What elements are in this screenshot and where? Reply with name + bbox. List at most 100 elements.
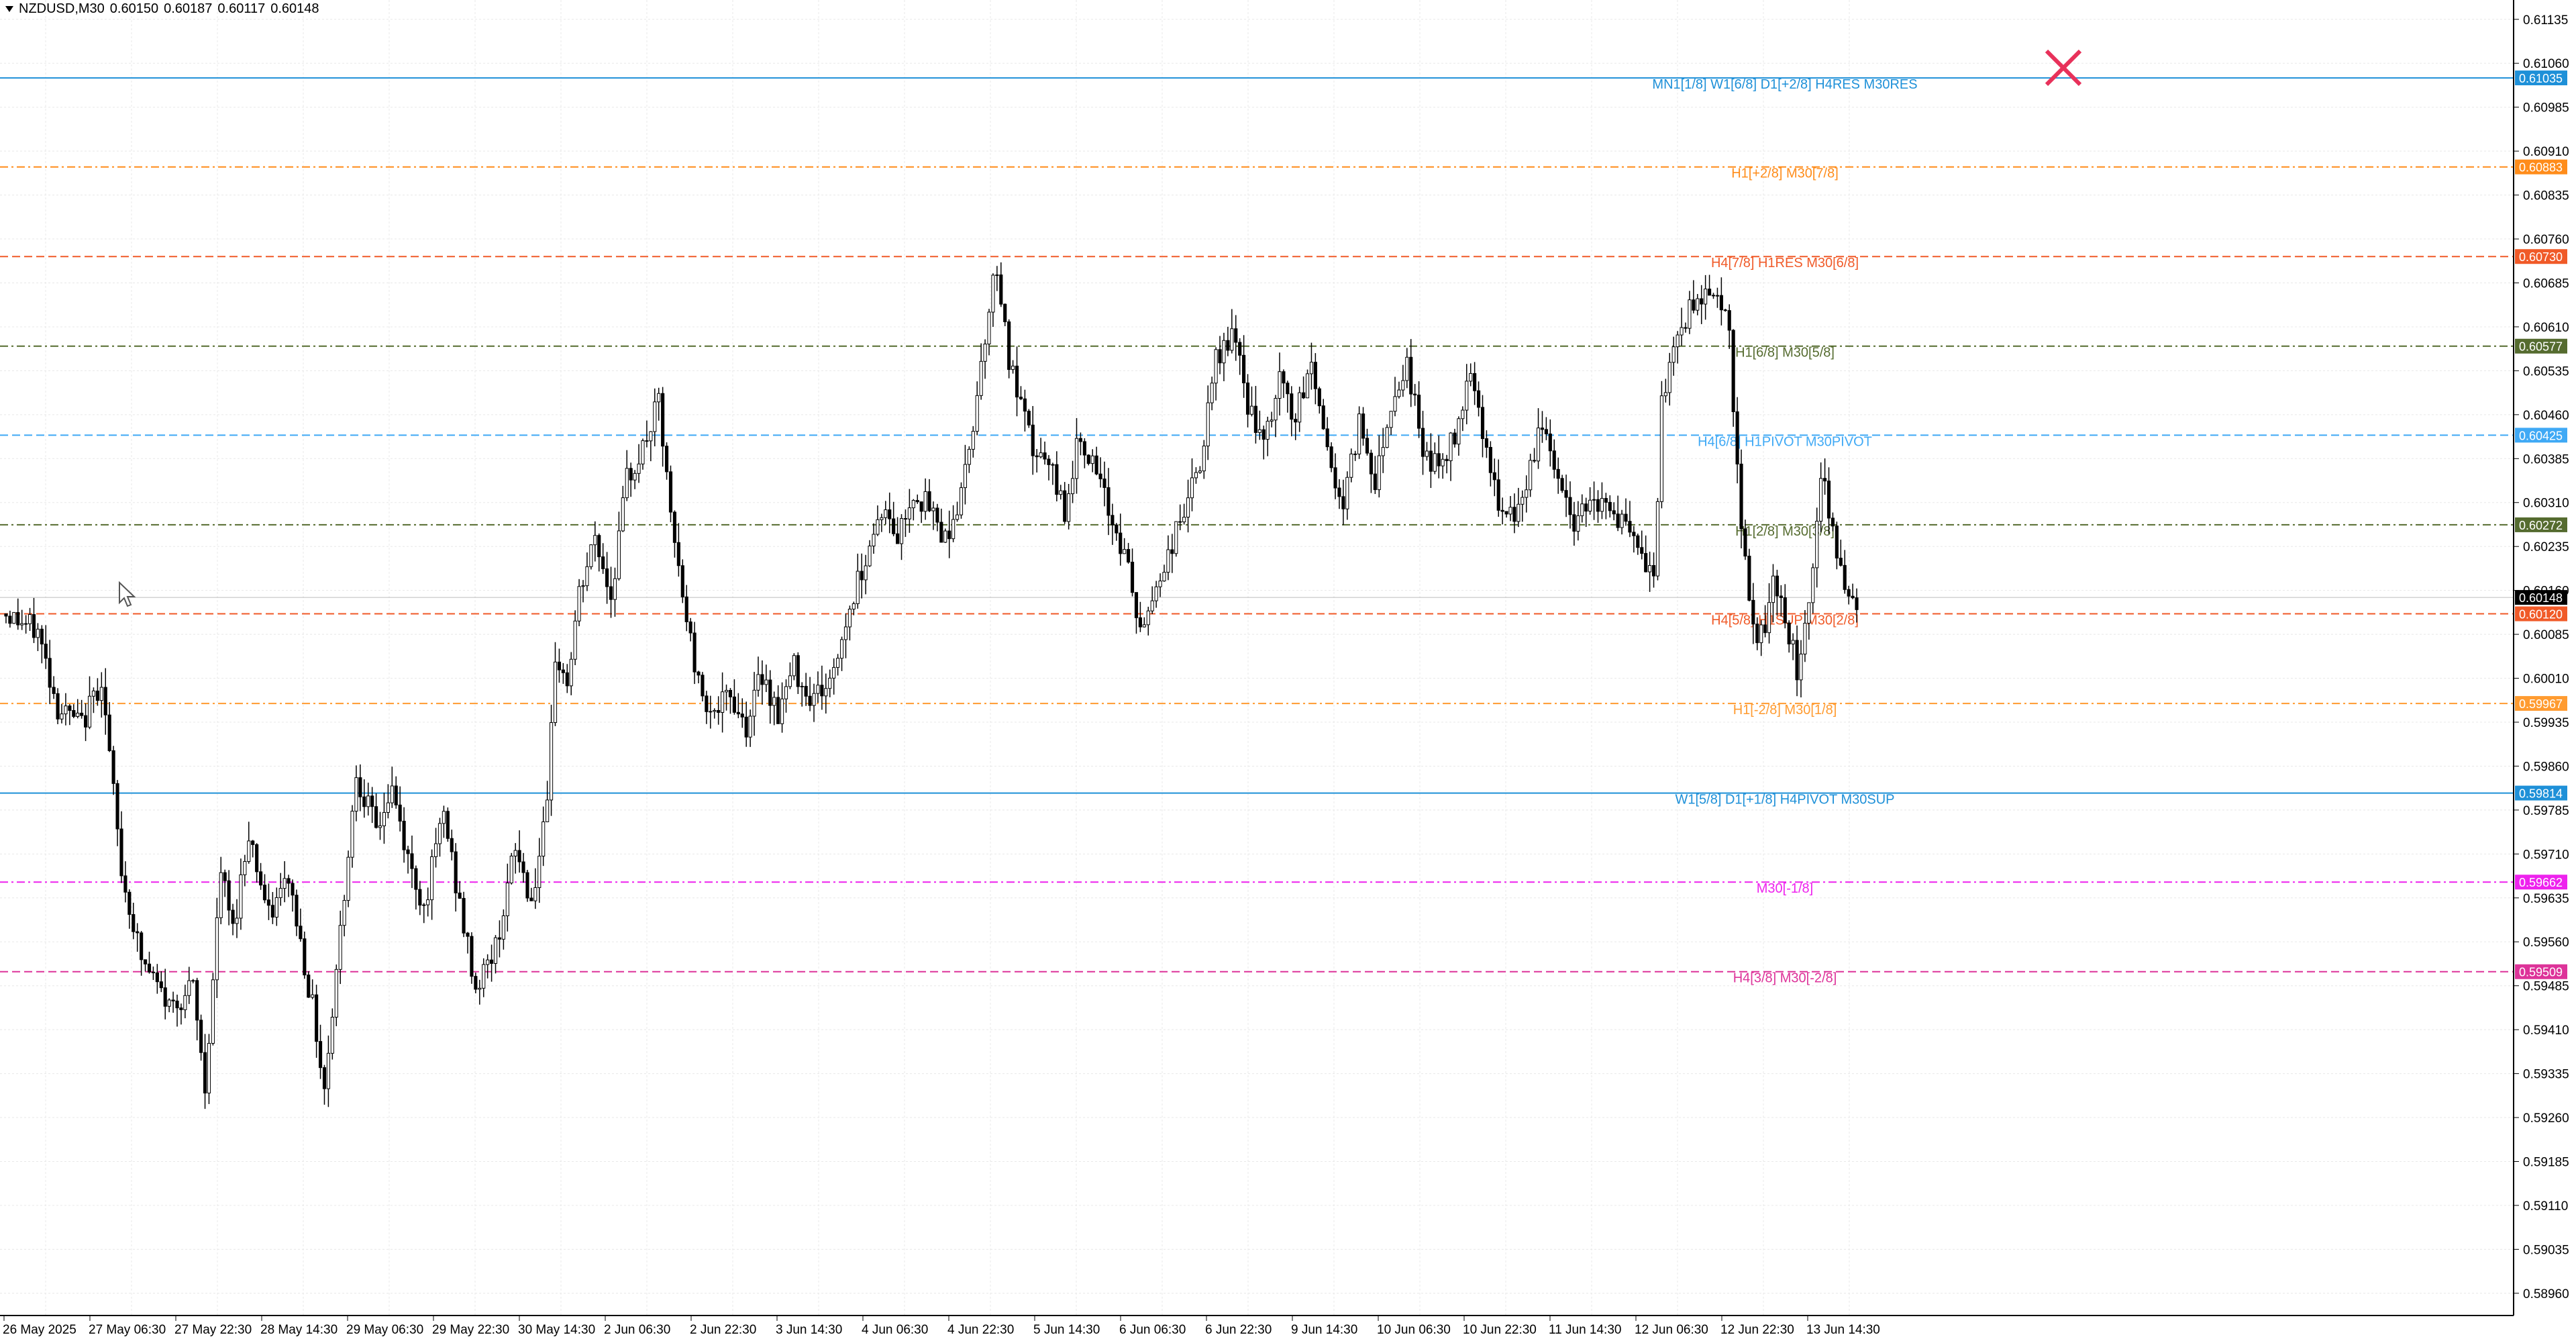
candle-body — [824, 688, 828, 697]
candle-body — [322, 1067, 327, 1089]
y-tick-label: 0.59035 — [2523, 1243, 2569, 1257]
candle-body — [1469, 373, 1473, 382]
candle-body — [1441, 458, 1445, 466]
candle-body — [736, 711, 740, 715]
close-icon[interactable] — [2044, 48, 2083, 87]
candle-body — [1082, 441, 1086, 456]
y-tick-label: 0.61060 — [2523, 57, 2569, 71]
candle-body — [1257, 429, 1261, 433]
candle-body — [223, 872, 227, 881]
candle-body — [1325, 428, 1329, 448]
candle-body — [84, 715, 88, 728]
level-price-label: 0.60272 — [2519, 519, 2563, 532]
candle-body — [872, 534, 876, 546]
candle-body — [688, 621, 692, 634]
candle-body — [1831, 517, 1835, 527]
candle-body — [143, 959, 148, 964]
candle-body — [1548, 433, 1552, 452]
candle-body — [1636, 535, 1640, 548]
candle-body — [1421, 428, 1425, 457]
level-label: H1[+2/8] M30[7/8] — [1731, 166, 1839, 181]
candle-body — [1651, 564, 1656, 577]
candle-body — [804, 685, 808, 697]
candle-body — [1035, 455, 1039, 458]
candle-body — [1123, 549, 1127, 554]
candle-body — [569, 658, 573, 687]
candle-body — [1146, 610, 1150, 626]
candle-body — [864, 565, 868, 581]
candle-body — [911, 500, 915, 509]
candle-body — [876, 519, 880, 535]
candle-body — [772, 697, 776, 706]
candle-body — [1433, 453, 1437, 472]
candle-body — [931, 507, 935, 511]
x-tick-label: 6 Jun 06:30 — [1119, 1323, 1186, 1337]
level-price-box — [2515, 875, 2567, 890]
candle-body — [593, 535, 597, 546]
y-tick-label: 0.59335 — [2523, 1068, 2569, 1082]
candle-body — [709, 711, 713, 713]
level-price-label: 0.59509 — [2519, 966, 2563, 979]
candle-body — [613, 578, 617, 600]
level-price-label: 0.60425 — [2519, 429, 2563, 442]
candle-body — [1835, 526, 1839, 558]
candle-body — [1826, 481, 1831, 519]
candle-body — [270, 905, 274, 918]
candle-body — [701, 675, 705, 697]
candle-body — [625, 468, 629, 499]
candle-body — [935, 507, 939, 523]
candle-body — [151, 971, 156, 973]
y-tick-label: 0.59710 — [2523, 848, 2569, 862]
candle-body — [1206, 402, 1210, 446]
candle-body — [1134, 592, 1139, 618]
close-value: 0.60148 — [270, 1, 319, 16]
triangle-down-icon[interactable] — [5, 6, 13, 13]
y-tick-label: 0.60910 — [2523, 145, 2569, 159]
candle-body — [1190, 477, 1194, 499]
candle-body — [1739, 463, 1743, 530]
candle-body — [1704, 289, 1708, 305]
candle-body — [1194, 472, 1198, 479]
candle-body — [1620, 513, 1624, 528]
candles — [4, 262, 1859, 1109]
candle-body — [111, 750, 115, 784]
candle-body — [187, 980, 191, 996]
candle-body — [1648, 564, 1652, 573]
candle-body — [311, 994, 315, 998]
candle-body — [1791, 640, 1795, 645]
candle-body — [1329, 446, 1333, 468]
candle-body — [147, 963, 152, 973]
candle-body — [303, 938, 307, 976]
level-price-box — [2515, 338, 2567, 354]
candle-body — [199, 1020, 203, 1053]
candle-body — [1294, 419, 1298, 423]
candle-body — [521, 861, 525, 873]
candle-body — [1274, 398, 1278, 421]
candle-body — [1166, 549, 1170, 573]
candle-body — [1628, 521, 1632, 533]
y-tick-label: 0.60385 — [2523, 452, 2569, 466]
candle-body — [32, 614, 36, 638]
level-price-box — [2515, 785, 2567, 801]
level-price-box — [2515, 159, 2567, 175]
candle-body — [1059, 490, 1063, 495]
candle-body — [274, 897, 278, 918]
candle-body — [1290, 393, 1294, 420]
level-label: H4[6/8] H1PIVOT M30PIVOT — [1698, 434, 1872, 449]
candle-body — [1397, 389, 1401, 397]
candle-body — [705, 695, 709, 712]
candle-body — [1843, 564, 1847, 590]
candle-body — [1815, 521, 1819, 568]
level-lines: MN1[1/8] W1[6/8] D1[+2/8] H4RES M30RES H1… — [0, 77, 2514, 986]
candle-body — [991, 275, 995, 313]
candle-body — [410, 853, 414, 869]
candle-body — [1755, 624, 1759, 644]
candle-body — [1078, 438, 1083, 442]
candle-body — [713, 709, 717, 712]
candle-body — [358, 777, 362, 797]
candle-body — [1457, 418, 1461, 445]
x-tick-label: 6 Jun 22:30 — [1205, 1323, 1272, 1337]
candle-body — [1795, 640, 1799, 681]
